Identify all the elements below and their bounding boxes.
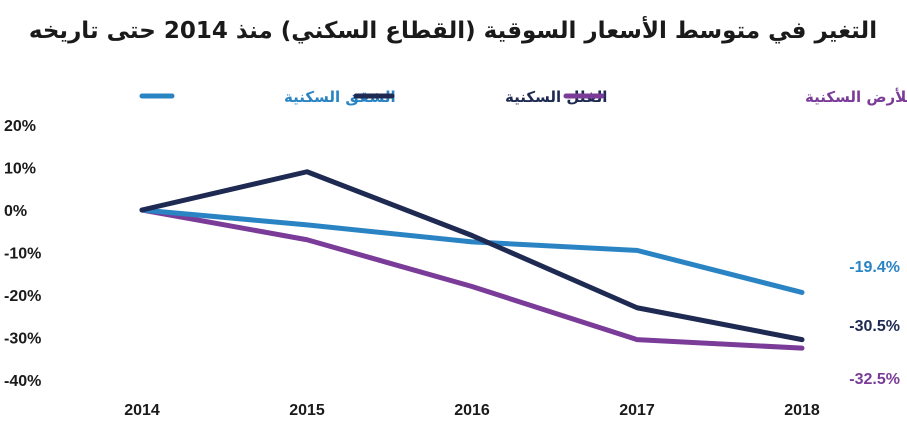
x-tick-label: 2014 (124, 402, 160, 419)
legend: الشقق السكنية الفلل السكنية المتر المربع ل… (139, 88, 907, 106)
legend-label: الشقق السكنية (284, 88, 396, 106)
x-tick-label: 2017 (619, 402, 655, 419)
series-end-label: -30.5% (849, 318, 900, 335)
y-tick-label: -10% (4, 246, 41, 263)
legend-item: المتر المربع للأرض السكنية (563, 88, 907, 106)
series-line (139, 207, 805, 351)
series-end-label: -19.4% (849, 259, 900, 276)
x-tick-label: 2018 (784, 402, 820, 419)
series-end-label: -32.5% (849, 371, 900, 388)
series-line (139, 169, 805, 343)
series-line (139, 207, 805, 295)
y-tick-label: 0% (4, 203, 27, 220)
end-labels: -19.4% -30.5% -32.5% (849, 259, 900, 388)
y-axis: 20% 10% 0% -10% -20% -30% -40% (4, 118, 41, 390)
chart-title: التغير في متوسط الأسعار السوقية (القطاع … (29, 15, 877, 44)
y-tick-label: -40% (4, 373, 41, 390)
y-tick-label: 10% (4, 161, 36, 178)
legend-label: الفلل السكنية (505, 88, 607, 106)
x-tick-label: 2016 (454, 402, 490, 419)
legend-label: المتر المربع للأرض السكنية (805, 88, 907, 106)
y-tick-label: 20% (4, 118, 36, 135)
legend-item: الشقق السكنية (139, 88, 396, 106)
y-tick-label: -20% (4, 288, 41, 305)
x-axis: 2014 2015 2016 2017 2018 (124, 402, 820, 419)
series-lines (139, 169, 805, 351)
y-tick-label: -30% (4, 331, 41, 348)
legend-item: الفلل السكنية (353, 88, 607, 106)
x-tick-label: 2015 (289, 402, 325, 419)
